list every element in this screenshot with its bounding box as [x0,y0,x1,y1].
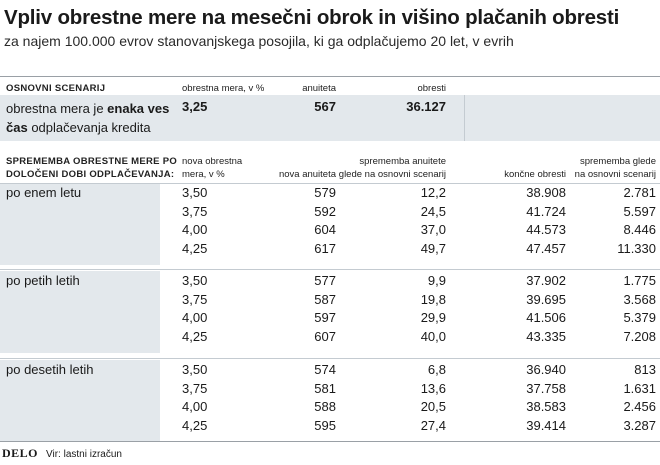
base-rate: 3,25 [182,99,208,114]
cell-interest-change: 1.631 [623,380,656,396]
cell-interest-change: 813 [634,362,656,377]
cell-final-interest: 36.940 [526,362,566,377]
cell-final-interest: 41.724 [526,203,566,219]
col-interest-change-header: sprememba glede na osnovni scenarij [574,156,656,180]
cell-new-annuity: 577 [314,273,336,288]
cell-new-rate: 3,50 [182,273,208,288]
cell-new-rate: 4,25 [182,417,208,433]
cell-new-rate: 3,75 [182,380,208,396]
col-new-annuity-header: nova anuiteta [278,169,336,180]
cell-annuity-change: 24,5 [420,203,446,219]
base-row-label: obrestna mera je enaka ves čas odplačeva… [6,101,170,135]
cell-final-interest: 39.695 [526,291,566,307]
group-label: po enem letu [6,185,82,200]
cell-final-interest: 47.457 [526,240,566,256]
cell-annuity-change: 13,6 [420,380,446,396]
cell-new-rate: 4,25 [182,240,208,256]
cell-interest-change: 5.597 [623,203,656,219]
group-band [0,183,160,265]
cell-new-rate: 4,00 [182,399,208,414]
cell-new-rate: 3,75 [182,203,208,219]
cell-final-interest: 37.902 [526,273,566,288]
col-annuity-change-header: sprememba anuitete glede na osnovni scen… [338,156,446,180]
cell-interest-change: 2.456 [623,399,656,414]
group-divider [0,358,660,359]
cell-interest-change: 2.781 [623,185,656,200]
cell-interest-change: 3.287 [623,417,656,433]
footer: DELO Vir: lastni izračun [2,446,122,461]
cell-new-annuity: 574 [314,362,336,377]
cell-annuity-change: 29,9 [420,310,446,325]
cell-annuity-change: 9,9 [427,273,446,288]
cell-annuity-change: 27,4 [420,417,446,433]
base-col-annuity-header: anuiteta [302,83,336,94]
cell-interest-change: 7.208 [623,328,656,344]
base-separator [464,95,465,141]
group-band [0,271,160,353]
cell-new-rate: 4,25 [182,328,208,344]
cell-interest-change: 5.379 [623,310,656,325]
delo-logo: DELO [2,446,39,460]
cell-new-rate: 3,50 [182,362,208,377]
col-final-interest-header: končne obresti [504,169,566,180]
cell-final-interest: 44.573 [526,222,566,237]
page-title: Vpliv obrestne mere na mesečni obrok in … [4,6,620,29]
change-section-label: SPREMEMBA OBRESTNE MERE PO DOLOČENI DOBI… [6,156,178,180]
cell-new-annuity: 617 [314,240,336,256]
cell-interest-change: 11.330 [617,240,656,256]
source-note: Vir: lastni izračun [46,449,122,460]
cell-new-rate: 3,75 [182,291,208,307]
divider-bottom [0,441,660,442]
cell-new-annuity: 592 [314,203,336,219]
cell-new-annuity: 604 [314,222,336,237]
cell-new-rate: 4,00 [182,222,208,237]
cell-new-annuity: 607 [314,328,336,344]
col-new-rate-header: nova obrestna mera, v % [182,156,243,180]
cell-final-interest: 41.506 [526,310,566,325]
cell-annuity-change: 20,5 [420,399,446,414]
base-col-rate-header: obrestna mera, v % [182,83,265,94]
cell-final-interest: 43.335 [526,328,566,344]
group-band [0,360,160,442]
page-subtitle: za najem 100.000 evrov stanovanjskega po… [4,33,514,49]
cell-final-interest: 37.758 [526,380,566,396]
cell-new-annuity: 579 [314,185,336,200]
base-interest: 36.127 [406,99,446,114]
cell-new-annuity: 597 [314,310,336,325]
cell-annuity-change: 19,8 [420,291,446,307]
cell-interest-change: 8.446 [623,222,656,237]
base-col-interest-header: obresti [417,83,446,94]
base-section-label: OSNOVNI SCENARIJ [6,83,106,94]
base-scenario-row [0,95,660,141]
cell-final-interest: 38.583 [526,399,566,414]
cell-annuity-change: 37,0 [420,222,446,237]
cell-annuity-change: 40,0 [420,328,446,344]
cell-final-interest: 38.908 [526,185,566,200]
cell-annuity-change: 6,8 [427,362,446,377]
group-label: po desetih letih [6,362,94,377]
cell-new-rate: 4,00 [182,310,208,325]
cell-annuity-change: 49,7 [420,240,446,256]
cell-new-annuity: 595 [314,417,336,433]
change-header-divider [0,183,660,184]
cell-new-annuity: 588 [314,399,336,414]
cell-annuity-change: 12,2 [420,185,446,200]
cell-new-annuity: 581 [314,380,336,396]
cell-interest-change: 3.568 [623,291,656,307]
cell-final-interest: 39.414 [526,417,566,433]
divider-top [0,76,660,77]
group-label: po petih letih [6,273,80,288]
cell-new-rate: 3,50 [182,185,208,200]
cell-interest-change: 1.775 [623,273,656,288]
group-divider [0,269,660,270]
base-annuity: 567 [314,99,336,114]
cell-new-annuity: 587 [314,291,336,307]
